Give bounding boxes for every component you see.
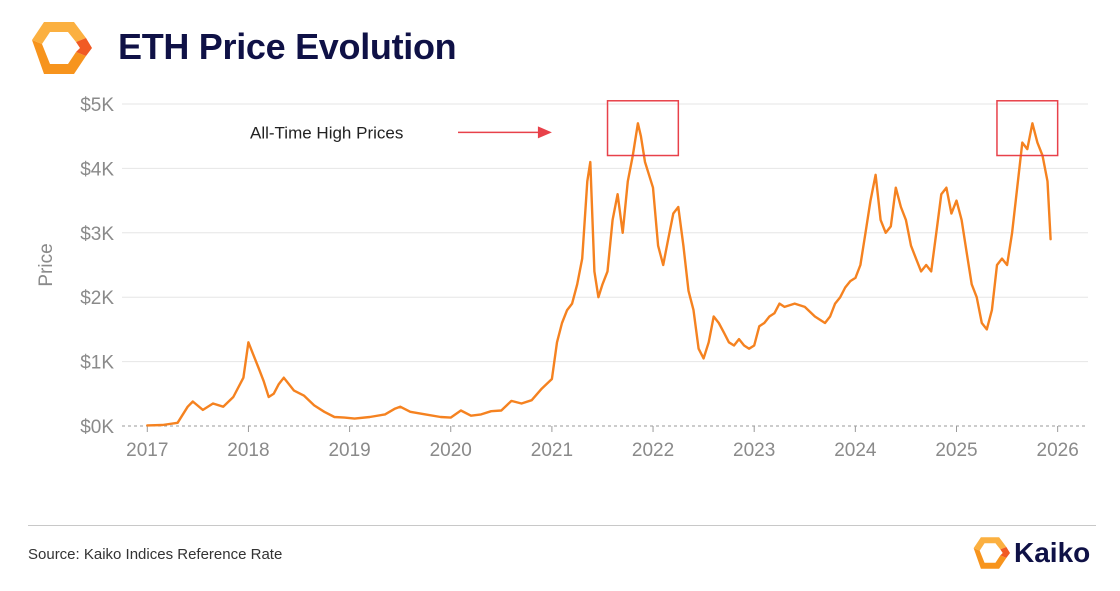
eth-price-chart: $0K$1K$2K$3K$4K$5K 2017 2018 2019 2020 2021 2… bbox=[36, 95, 1088, 461]
x-tick-label: 2020 bbox=[430, 440, 472, 461]
x-tick-label: 2018 bbox=[227, 440, 269, 461]
annotation-box-ath-2021 bbox=[606, 100, 680, 157]
x-tick-label: 2024 bbox=[834, 440, 877, 461]
y-axis-label: Price bbox=[36, 243, 57, 286]
x-tick-label: 2017 bbox=[126, 440, 168, 461]
kaiko-hexagon-logo-icon bbox=[32, 22, 92, 74]
y-tick-label: $4K bbox=[80, 159, 114, 180]
x-tick-label: 2023 bbox=[733, 440, 775, 461]
y-tick-label: $5K bbox=[80, 95, 114, 116]
footer-divider bbox=[28, 525, 1096, 526]
gridlines bbox=[122, 103, 1088, 427]
y-tick-label: $2K bbox=[80, 288, 114, 309]
x-tick-label: 2021 bbox=[531, 440, 573, 461]
x-tick-label: 2022 bbox=[632, 440, 674, 461]
x-tick-label: 2019 bbox=[328, 440, 370, 461]
source-note: Source: Kaiko Indices Reference Rate bbox=[28, 546, 283, 563]
annotations bbox=[458, 100, 1059, 157]
x-tick-label: 2026 bbox=[1037, 440, 1079, 461]
y-tick-label: $1K bbox=[80, 353, 114, 374]
y-tick-label: $3K bbox=[80, 224, 114, 245]
footer-brand: Kaiko bbox=[970, 532, 1104, 574]
x-tick-label: 2025 bbox=[935, 440, 977, 461]
annotation-all-time-high-text: All-Time High Prices bbox=[250, 123, 403, 142]
y-tick-label: $0K bbox=[80, 417, 114, 438]
page-title: ETH Price Evolution bbox=[118, 26, 457, 67]
x-axis-ticks: 2017 2018 2019 2020 2021 2022 2023 2024 2025 2026 bbox=[126, 426, 1079, 461]
brand-name: Kaiko bbox=[1014, 537, 1091, 568]
annotation-box-ath-2025 bbox=[996, 100, 1059, 157]
annotation-arrow-head bbox=[537, 126, 552, 139]
header-logo bbox=[26, 18, 92, 78]
series-line-eth-price bbox=[146, 122, 1052, 427]
y-axis-ticks: $0K $1K $2K $3K $4K $5K bbox=[80, 95, 114, 438]
kaiko-hexagon-logo-icon bbox=[973, 537, 1010, 569]
